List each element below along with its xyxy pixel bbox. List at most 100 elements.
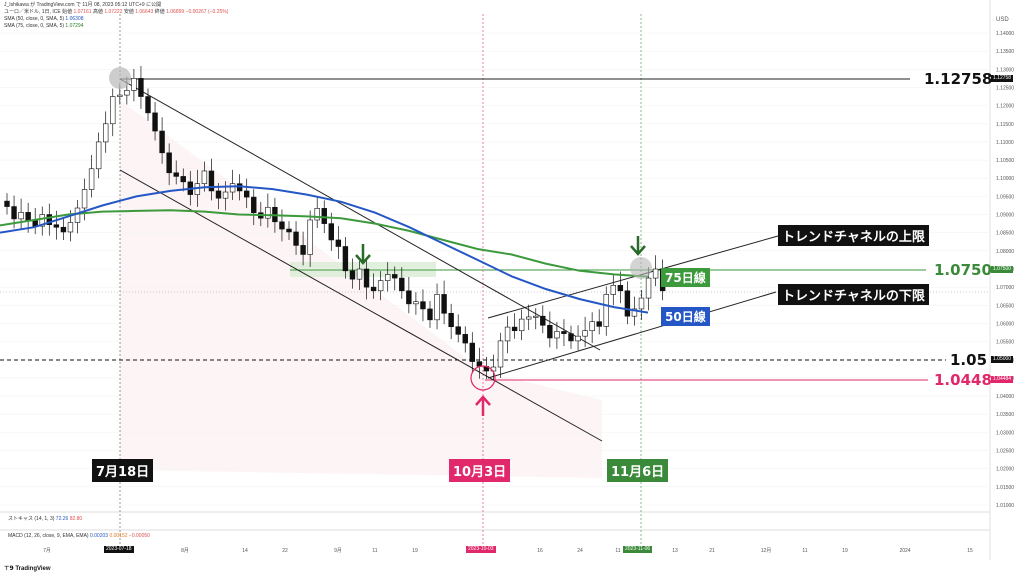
candle-up [631, 308, 638, 317]
candle-up [131, 78, 137, 91]
x-tick-label: 12月 [761, 548, 772, 554]
candle-down [138, 78, 144, 97]
downtrend-zone-shading [120, 100, 602, 478]
stoch-k-value: 72.26 [55, 516, 69, 522]
y-tick-label: 1.02500 [996, 449, 1014, 455]
candle-up [610, 285, 617, 295]
sma50-line [0, 185, 649, 314]
x-tick-label: 14 [242, 548, 248, 554]
ma75-label: 75日線 [661, 268, 710, 287]
level-label-10448: 1.0448 [934, 371, 992, 389]
y-tick-label: 1.11500 [996, 122, 1014, 128]
author-line: J_Ishikawa が TradingView.com で 11月 08, 2… [4, 2, 162, 8]
y-tick-label: 1.07000 [996, 285, 1014, 291]
x-tick-label: 22 [282, 548, 288, 554]
macd-legend[interactable]: MACD (12, 26, close, 9, EMA, EMA) 0.0020… [8, 533, 150, 539]
tradingview-logo[interactable]: ⊤𝟵 TradingView [4, 565, 51, 572]
sma75-legend-value: 1.07294 [65, 23, 84, 29]
candle-up [589, 321, 595, 332]
candle-up [356, 268, 363, 280]
candle-up [39, 214, 45, 227]
candle-down [159, 130, 165, 154]
level-label-105: 1.05 [950, 351, 988, 369]
y-tick-label: 1.13500 [996, 49, 1014, 55]
uptrend-channel-upper [487, 235, 779, 319]
y-tick-label: 1.01000 [996, 503, 1014, 509]
currency-label[interactable]: USD [996, 17, 1009, 23]
candle-down [166, 152, 172, 174]
candle-down [152, 112, 158, 132]
symbol-ohlc-line: ユーロ／米ドル, 1日, ICE 始値 1.07161 高値 1.07222 安… [4, 9, 228, 16]
x-tick-label: 19 [412, 548, 418, 554]
date-label-nov6: 11月6日 [607, 459, 669, 482]
y-tick-label: 1.02000 [996, 467, 1014, 473]
candle-down [406, 290, 412, 305]
candle-down [617, 285, 624, 292]
candle-down [427, 308, 433, 321]
macd-label: MACD (12, 26, close, 9, EMA, EMA) [8, 533, 89, 539]
candle-down [286, 228, 292, 233]
date-tag-jul18: 2023-07-18 [104, 546, 134, 553]
candle-down [4, 200, 10, 207]
price-tag-107500: 1.07500 [991, 266, 1014, 273]
candle-down [596, 321, 602, 327]
candle-down [511, 326, 518, 332]
level-label-10750: 1.0750 [934, 261, 992, 279]
open-value: 1.07161 [73, 9, 92, 15]
candle-down [328, 223, 334, 241]
sma50-legend[interactable]: SMA (50, close, 0, SMA, 5) 1.06308 [4, 16, 84, 23]
up-arrow-icon [475, 395, 491, 416]
candle-down [392, 274, 398, 279]
candle-up [652, 268, 659, 279]
stoch-legend[interactable]: ストキャス (14, 1, 3) 72.26 82.80 [8, 515, 82, 522]
candle-down [335, 239, 342, 247]
x-tick-label: 24 [577, 548, 583, 554]
x-tick-label: 15 [967, 548, 973, 554]
sma75-legend-label: SMA (75, close, 0, SMA, 5) [4, 23, 65, 29]
x-tick-label: 19 [842, 548, 848, 554]
candle-up [265, 206, 271, 219]
ma50-label: 50日線 [661, 307, 710, 326]
candle-down [547, 324, 553, 339]
candle-down [11, 206, 17, 220]
date-label-oct3: 10月3日 [449, 459, 511, 482]
sma75-line [0, 209, 649, 278]
candle-down [399, 277, 405, 292]
oct3-low-circle [470, 365, 496, 391]
candle-up [413, 301, 419, 305]
x-tick-label: 11 [615, 548, 620, 554]
low-value: 1.06643 [135, 9, 154, 15]
time-axis[interactable]: 7月 8月 14 22 9月 11 19 16 24 11 13 21 12月 11 19 2024 15 [43, 548, 973, 554]
candle-up [525, 316, 532, 320]
candle-down [370, 286, 377, 292]
x-tick-label: 7月 [43, 548, 51, 554]
x-tick-label: 21 [709, 548, 715, 554]
date-tag-oct3: 2023-10-03 [466, 546, 496, 553]
symbol-label[interactable]: ユーロ／米ドル, 1日, ICE 始値 [4, 9, 73, 15]
candle-up [377, 280, 384, 292]
candle-up [603, 294, 609, 327]
y-tick-label: 1.01500 [996, 485, 1014, 491]
candle-down [455, 326, 461, 335]
candle-up [645, 277, 652, 299]
sma75-legend[interactable]: SMA (75, close, 0, SMA, 5) 1.07294 [4, 23, 84, 30]
y-tick-label: 1.03000 [996, 430, 1014, 436]
high-label: 高値 [92, 9, 103, 15]
stoch-d-value: 82.80 [69, 516, 83, 522]
y-tick-label: 1.13000 [996, 67, 1014, 73]
candle-down [540, 315, 546, 326]
y-tick-label: 1.09000 [996, 213, 1014, 219]
candle-up [314, 208, 320, 221]
y-tick-label: 1.05500 [996, 340, 1014, 346]
y-tick-label: 1.08000 [996, 249, 1014, 255]
candle-up [229, 183, 236, 193]
date-label-jul18: 7月18日 [92, 459, 154, 482]
change-value: −0.00267 (−0.25%) [185, 9, 229, 15]
candle-up [18, 212, 24, 220]
candle-down [568, 333, 574, 342]
sma50-legend-value: 1.06308 [65, 16, 84, 22]
candle-up [533, 315, 539, 318]
y-tick-label: 1.08500 [996, 231, 1014, 237]
candle-up [582, 330, 588, 337]
